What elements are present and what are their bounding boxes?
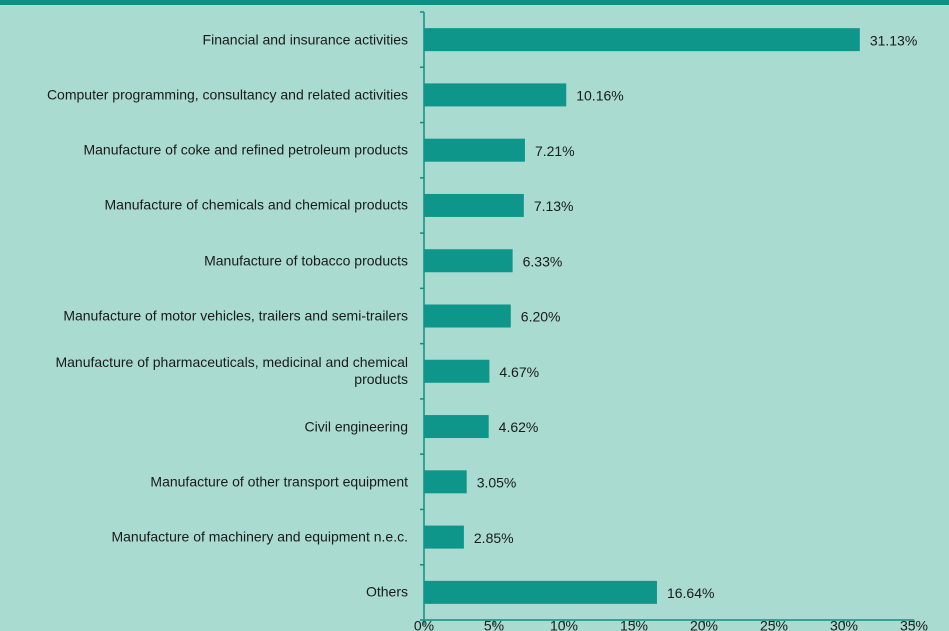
category-label: Manufacture of machinery and equipment n… xyxy=(111,528,408,545)
category-label: Manufacture of motor vehicles, trailers … xyxy=(63,307,408,324)
x-tick-label: 5% xyxy=(484,618,504,631)
value-label: 6.33% xyxy=(523,253,563,269)
category-label: Manufacture of tobacco products xyxy=(204,252,408,269)
category-label: Computer programming, consultancy and re… xyxy=(46,86,408,103)
bar xyxy=(424,249,513,273)
value-label: 4.62% xyxy=(499,419,539,435)
x-tick-label: 35% xyxy=(900,618,928,631)
top-band xyxy=(0,0,949,5)
bar xyxy=(424,359,490,383)
value-label: 7.21% xyxy=(535,143,575,159)
bar xyxy=(424,193,524,217)
category-label: Manufacture of pharmaceuticals, medicina… xyxy=(55,354,408,388)
value-label: 16.64% xyxy=(667,585,714,601)
value-label: 31.13% xyxy=(870,32,917,48)
category-label: Financial and insurance activities xyxy=(202,31,408,48)
bar xyxy=(424,138,525,162)
value-label: 2.85% xyxy=(474,530,514,546)
x-tick-label: 0% xyxy=(414,618,434,631)
category-label: Others xyxy=(365,583,408,600)
value-label: 3.05% xyxy=(477,475,517,491)
value-label: 4.67% xyxy=(499,364,539,380)
category-label: Manufacture of coke and refined petroleu… xyxy=(83,141,408,158)
bar xyxy=(424,304,511,328)
bar xyxy=(424,470,467,494)
x-tick-label: 20% xyxy=(690,618,718,631)
category-label: Manufacture of chemicals and chemical pr… xyxy=(104,196,408,213)
x-tick-label: 30% xyxy=(830,618,858,631)
x-tick-label: 25% xyxy=(760,618,788,631)
x-tick-label: 15% xyxy=(620,618,648,631)
category-label: Manufacture of other transport equipment xyxy=(150,473,408,490)
value-label: 10.16% xyxy=(576,88,623,104)
bar xyxy=(424,525,464,549)
bar xyxy=(424,28,860,52)
x-tick-label: 10% xyxy=(550,618,578,631)
bar xyxy=(424,580,657,604)
bar xyxy=(424,415,489,439)
bar xyxy=(424,83,567,107)
value-label: 7.13% xyxy=(534,198,574,214)
category-label: Civil engineering xyxy=(304,418,408,435)
value-label: 6.20% xyxy=(521,309,561,325)
